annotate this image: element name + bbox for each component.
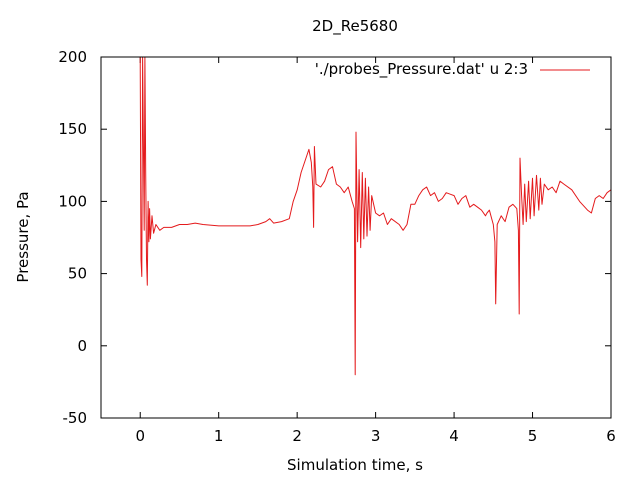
y-tick-label: 100 <box>58 192 87 210</box>
plot-frame <box>100 56 612 419</box>
x-axis-label: Simulation time, s <box>287 456 423 474</box>
legend: './probes_Pressure.dat' u 2:3 <box>315 60 590 79</box>
plot-series <box>139 57 611 376</box>
legend-label: './probes_Pressure.dat' u 2:3 <box>315 60 528 79</box>
y-tick-label: 0 <box>77 337 87 355</box>
axis-ticks: 0 1 2 3 4 5 6 -50 0 50 100 150 200 <box>58 48 615 445</box>
x-tick-label: 5 <box>528 427 538 445</box>
y-tick-label: 50 <box>68 265 87 283</box>
y-tick-label: 150 <box>58 120 87 138</box>
x-tick-label: 4 <box>449 427 459 445</box>
pressure-series-line <box>139 57 611 376</box>
y-tick-label: -50 <box>63 409 88 427</box>
x-tick-label: 1 <box>214 427 224 445</box>
x-tick-label: 3 <box>371 427 381 445</box>
x-tick-label: 6 <box>606 427 616 445</box>
x-tick-label: 2 <box>292 427 302 445</box>
y-tick-label: 200 <box>58 48 87 66</box>
y-axis-label: Pressure, Pa <box>14 191 32 282</box>
chart-title: 2D_Re5680 <box>312 17 398 36</box>
x-tick-label: 0 <box>135 427 145 445</box>
